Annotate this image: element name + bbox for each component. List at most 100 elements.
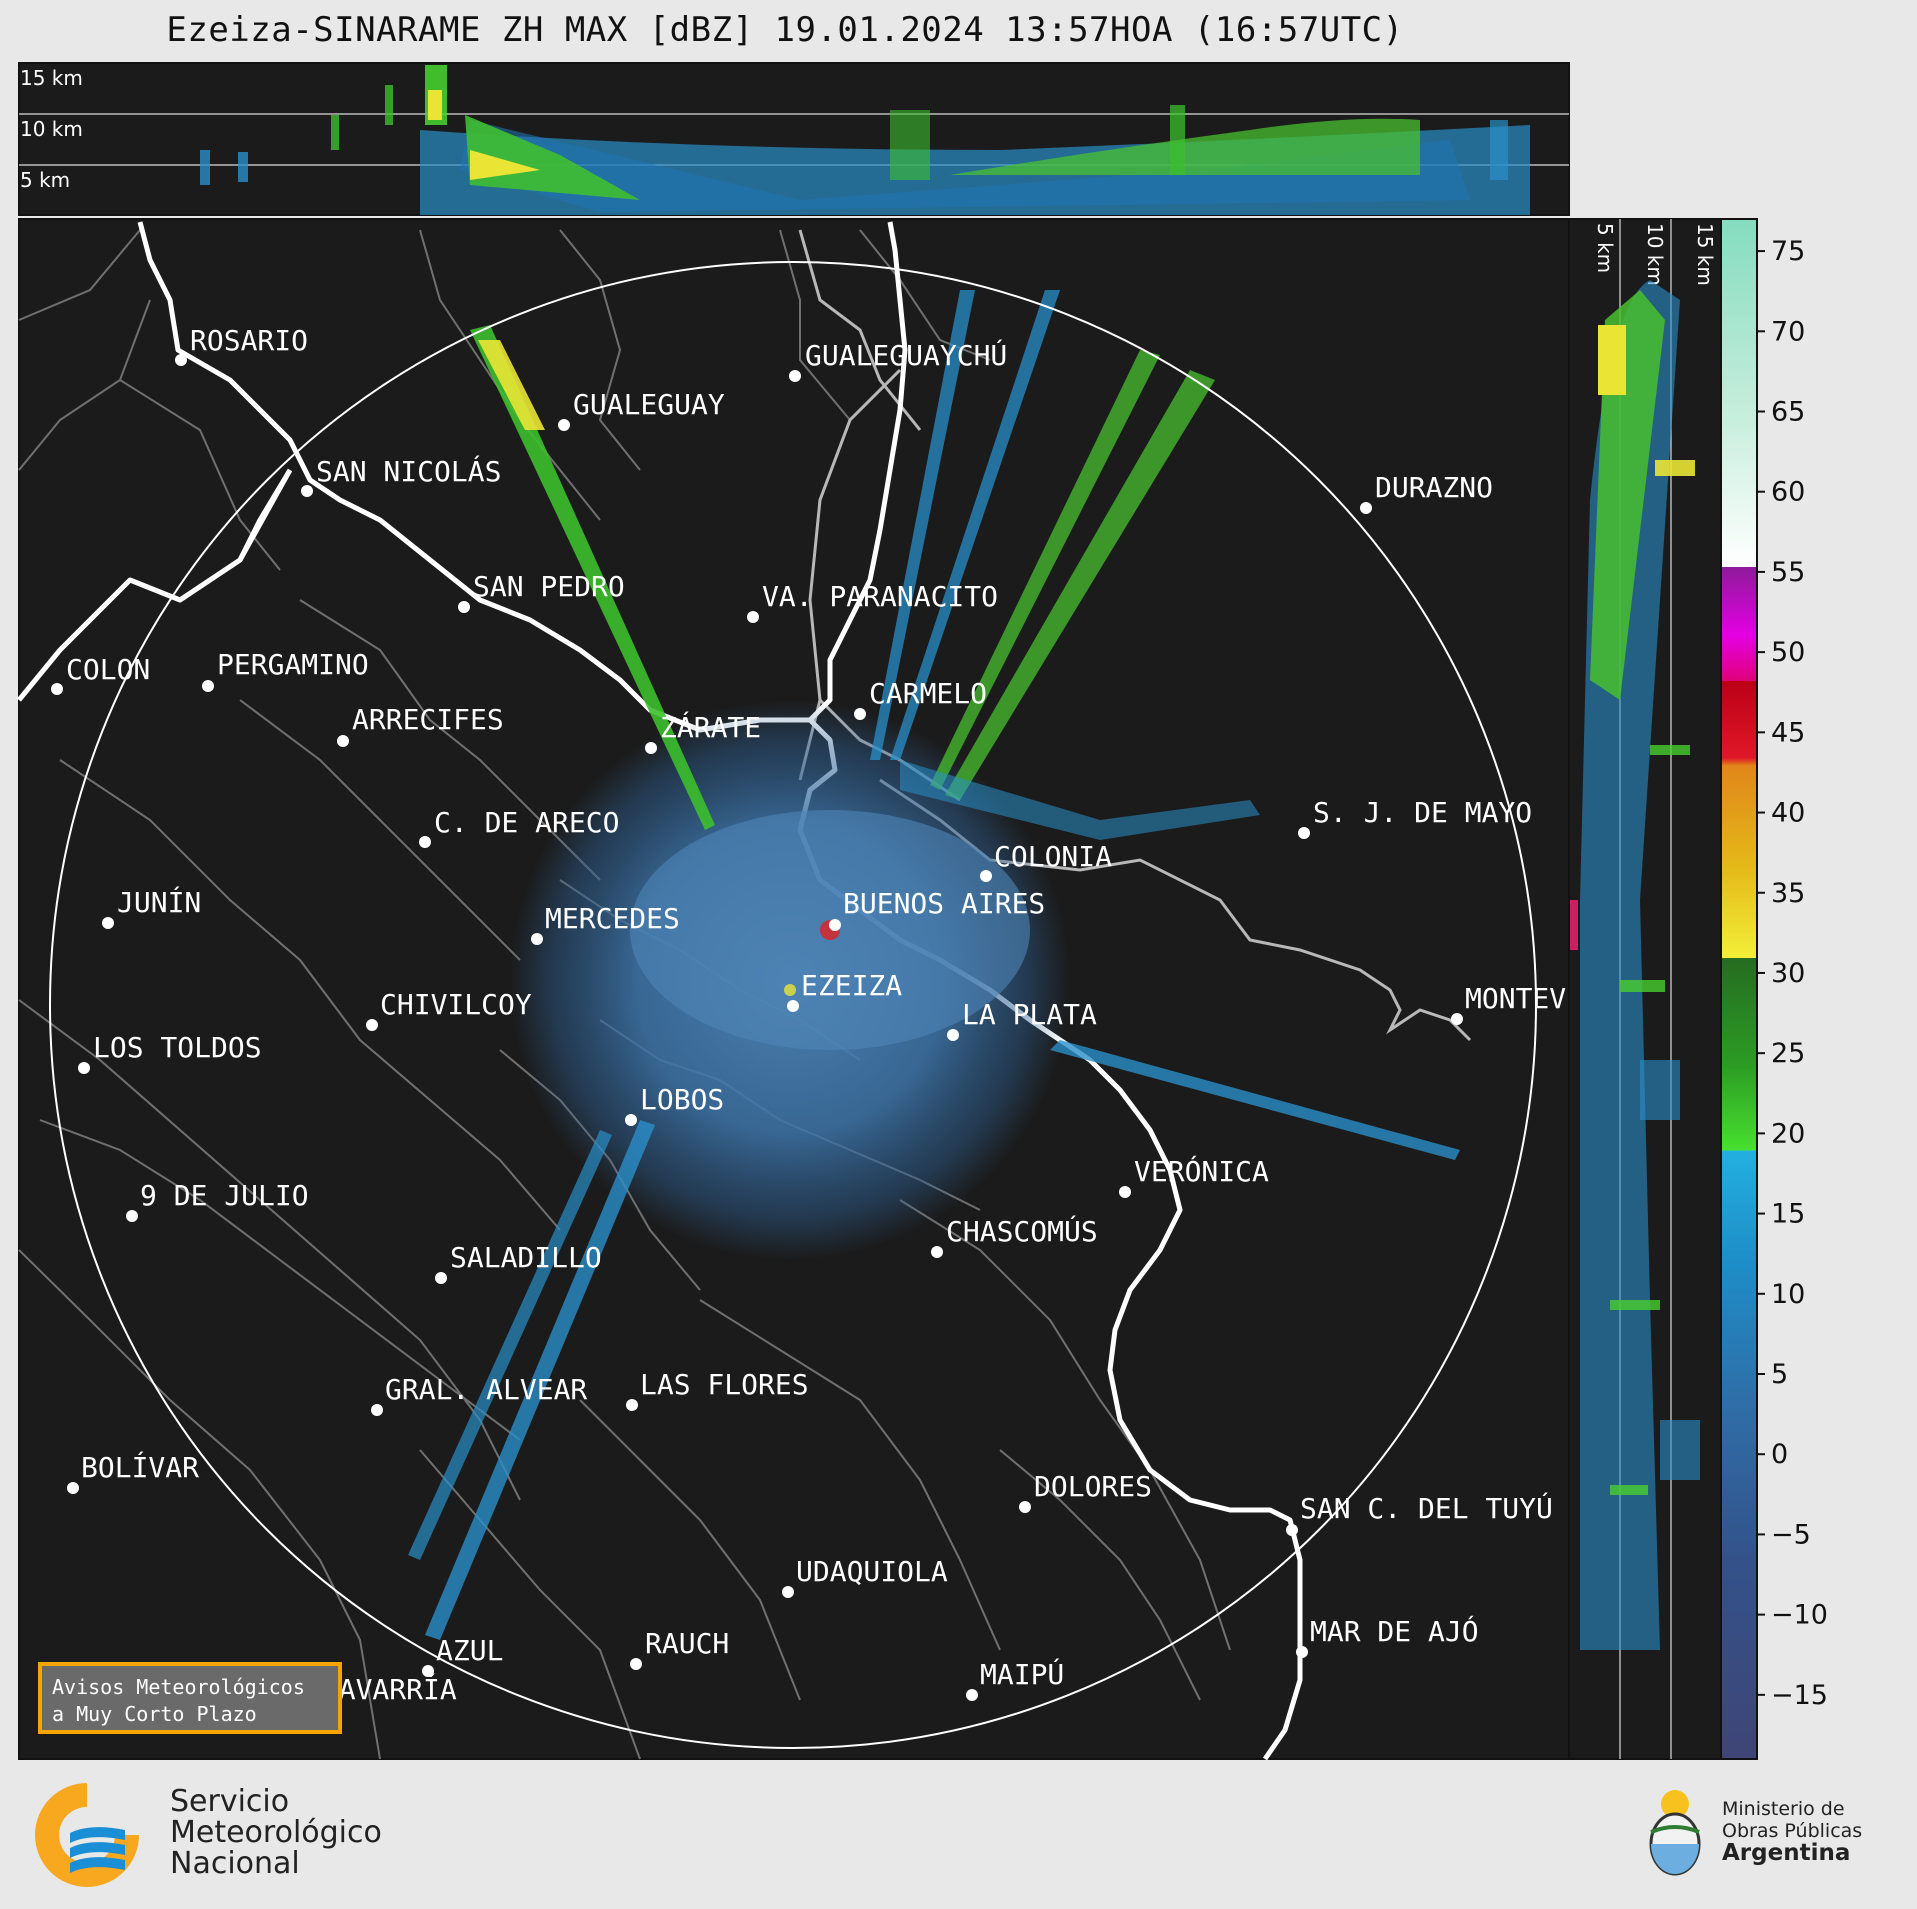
city-pergamino: PERGAMINO [202,648,369,692]
argentina-coat-of-arms-icon [1649,1790,1701,1876]
colorbar-tick-label: 45 [1771,717,1805,748]
city-va-paranacito: VA. PARANACITO [747,580,998,623]
city-saladillo: SALADILLO [435,1241,602,1284]
svg-text:SAN C. DEL TUYÚ: SAN C. DEL TUYÚ [1300,1491,1553,1525]
colorbar-tick-label: 10 [1771,1279,1805,1310]
radar-map: ROSARIO GUALEGUAYCHÚ GUALEGUAY SAN NICOL… [17,218,1570,1761]
svg-text:GUALEGUAY: GUALEGUAY [573,388,725,421]
svg-text:CARMELO: CARMELO [869,677,987,710]
svg-text:DURAZNO: DURAZNO [1375,471,1493,504]
svg-text:MERCEDES: MERCEDES [545,902,680,935]
city-montevideo: MONTEV [1451,982,1566,1025]
svg-text:9 DE JULIO: 9 DE JULIO [140,1179,309,1212]
city-la-plata: LA PLATA [947,998,1097,1041]
colorbar-tick-label: −10 [1771,1600,1828,1631]
city-san-c-del-tuyu: SAN C. DEL TUYÚ [1286,1491,1553,1536]
colorbar-tick-label: 30 [1771,958,1805,989]
warning-box[interactable]: Avisos Meteorológicos a Muy Corto Plazo [38,1662,342,1734]
top-cross-section: 15 km 10 km 5 km [18,62,1570,216]
city-udaquiola: UDAQUIOLA [782,1555,948,1598]
city-markers: ROSARIO GUALEGUAYCHÚ GUALEGUAY SAN NICOL… [51,324,1566,1716]
ministry-line-2: Obras Públicas [1722,1820,1863,1842]
right-cross-section: 5 km 10 km 15 km [1568,218,1722,1760]
colorbar-tick-label: 35 [1771,878,1805,909]
city-rosario: ROSARIO [175,324,308,366]
svg-text:LOS TOLDOS: LOS TOLDOS [93,1031,262,1064]
city-los-toldos: LOS TOLDOS [78,1031,262,1074]
city-dolores: DOLORES [1019,1470,1152,1513]
svg-text:ZÁRATE: ZÁRATE [660,710,761,744]
top-echo-band [200,65,1530,215]
colorbar-tick-label: 40 [1771,798,1805,829]
city-ezeiza: EZEIZA [787,969,902,1012]
svg-text:GUALEGUAYCHÚ: GUALEGUAYCHÚ [805,338,1007,372]
smn-line-2: Meteorológico [170,1815,382,1850]
height-label-5km-right: 5 km [1593,223,1617,273]
city-colonia: COLONIA [980,840,1112,882]
colorbar-tick-label: 55 [1771,557,1805,588]
svg-text:CHIVILCOY: CHIVILCOY [380,988,532,1021]
radar-echoes [408,290,1460,1640]
colorbar-tick-label: 75 [1771,236,1805,267]
city-gualeguay: GUALEGUAY [558,388,725,431]
city-azul: AZUL [422,1634,503,1677]
colorbar-tick-label: 70 [1771,316,1805,347]
svg-text:JUNÍN: JUNÍN [117,885,201,919]
svg-text:SAN NICOLÁS: SAN NICOLÁS [316,454,501,488]
svg-text:S. J. DE MAYO: S. J. DE MAYO [1313,796,1532,829]
city-san-nicolas: SAN NICOLÁS [301,454,501,497]
colorbar-tick-label: 0 [1771,1439,1788,1470]
city-maipu: MAIPÚ [966,1657,1064,1701]
city-mar-de-ajo: MAR DE AJÓ [1296,1614,1479,1658]
colorbar-tick-label: 25 [1771,1038,1805,1069]
city-gral-alvear: GRAL. ALVEAR [371,1373,587,1416]
smn-line-1: Servicio [170,1784,290,1819]
colorbar-tick-label: 5 [1771,1359,1788,1390]
svg-text:BUENOS AIRES: BUENOS AIRES [843,887,1045,920]
svg-text:UDAQUIOLA: UDAQUIOLA [796,1555,948,1588]
city-las-flores: LAS FLORES [626,1368,809,1411]
svg-text:LOBOS: LOBOS [640,1083,724,1116]
city-c-de-areco: C. DE ARECO [419,806,619,848]
svg-text:EZEIZA: EZEIZA [801,969,902,1002]
colorbar-tick-label: 20 [1771,1118,1805,1149]
svg-text:C. DE ARECO: C. DE ARECO [434,806,619,839]
city-lobos: LOBOS [625,1083,724,1126]
city-arrecifes: ARRECIFES [337,703,504,747]
svg-text:GRAL. ALVEAR: GRAL. ALVEAR [385,1373,587,1406]
warning-line-2: a Muy Corto Plazo [52,1702,257,1726]
city-9-de-julio: 9 DE JULIO [126,1179,309,1222]
city-durazno: DURAZNO [1360,471,1493,514]
svg-text:ARRECIFES: ARRECIFES [352,703,504,736]
city-sj-de-mayo: S. J. DE MAYO [1298,796,1532,839]
city-buenos-aires: BUENOS AIRES [829,887,1045,931]
right-echo-band [1568,280,1700,1650]
svg-text:VERÓNICA: VERÓNICA [1134,1154,1269,1188]
smn-line-3: Nacional [170,1846,300,1881]
smn-logo-text: Servicio Meteorológico Nacional [170,1786,382,1879]
city-zarate: ZÁRATE [645,710,761,754]
ministry-line-1: Ministerio de [1722,1798,1845,1820]
colorbar-tick-label: 65 [1771,397,1805,428]
city-junin: JUNÍN [102,885,201,929]
colorbar-tick-label: 60 [1771,477,1805,508]
svg-text:VA. PARANACITO: VA. PARANACITO [762,580,998,613]
range-ring [49,261,1537,1749]
ministry-logo-text: Ministerio de Obras Públicas Argentina [1722,1798,1863,1865]
height-label-10km-right: 10 km [1643,223,1667,286]
height-label-5km: 5 km [20,168,70,192]
city-san-pedro: SAN PEDRO [458,570,625,613]
city-veronica: VERÓNICA [1119,1154,1269,1198]
svg-text:MAIPÚ: MAIPÚ [980,1657,1064,1691]
city-rauch: RAUCH [630,1627,729,1670]
height-label-15km: 15 km [20,66,83,90]
chart-title: Ezeiza-SINARAME ZH MAX [dBZ] 19.01.2024 … [166,10,1404,50]
city-mercedes: MERCEDES [531,902,680,945]
city-bolivar: BOLÍVAR [67,1450,199,1494]
city-carmelo: CARMELO [854,677,987,720]
height-label-10km: 10 km [20,117,83,141]
smn-logo-icon [35,1783,139,1887]
city-gualeguaychu: GUALEGUAYCHÚ [789,338,1007,382]
svg-text:LA PLATA: LA PLATA [962,998,1097,1031]
svg-text:AZUL: AZUL [436,1634,503,1667]
